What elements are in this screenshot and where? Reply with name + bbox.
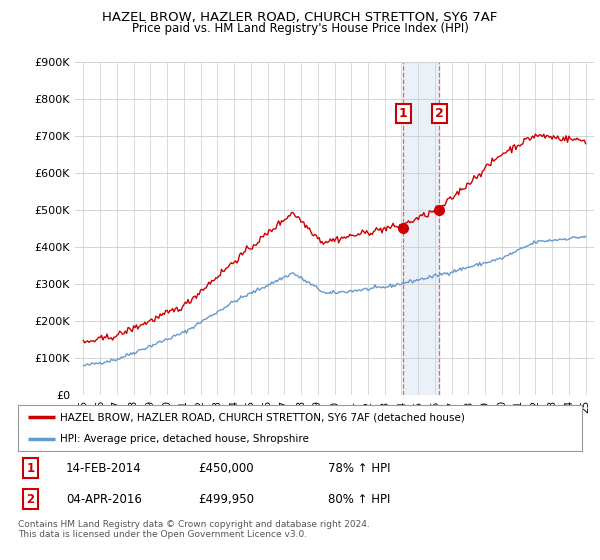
Text: 80% ↑ HPI: 80% ↑ HPI — [328, 493, 391, 506]
Text: HAZEL BROW, HAZLER ROAD, CHURCH STRETTON, SY6 7AF: HAZEL BROW, HAZLER ROAD, CHURCH STRETTON… — [103, 11, 497, 24]
Text: HAZEL BROW, HAZLER ROAD, CHURCH STRETTON, SY6 7AF (detached house): HAZEL BROW, HAZLER ROAD, CHURCH STRETTON… — [60, 412, 465, 422]
Text: 2: 2 — [26, 493, 34, 506]
Text: 14-FEB-2014: 14-FEB-2014 — [66, 462, 142, 475]
Text: 04-APR-2016: 04-APR-2016 — [66, 493, 142, 506]
Text: £450,000: £450,000 — [199, 462, 254, 475]
Text: £499,950: £499,950 — [199, 493, 254, 506]
Text: HPI: Average price, detached house, Shropshire: HPI: Average price, detached house, Shro… — [60, 435, 309, 444]
Text: Price paid vs. HM Land Registry's House Price Index (HPI): Price paid vs. HM Land Registry's House … — [131, 22, 469, 35]
Bar — [403, 62, 439, 395]
Text: 78% ↑ HPI: 78% ↑ HPI — [328, 462, 391, 475]
Text: 1: 1 — [26, 462, 34, 475]
Text: 1: 1 — [399, 107, 407, 120]
Text: Contains HM Land Registry data © Crown copyright and database right 2024.
This d: Contains HM Land Registry data © Crown c… — [18, 520, 370, 539]
Text: 2: 2 — [435, 107, 443, 120]
